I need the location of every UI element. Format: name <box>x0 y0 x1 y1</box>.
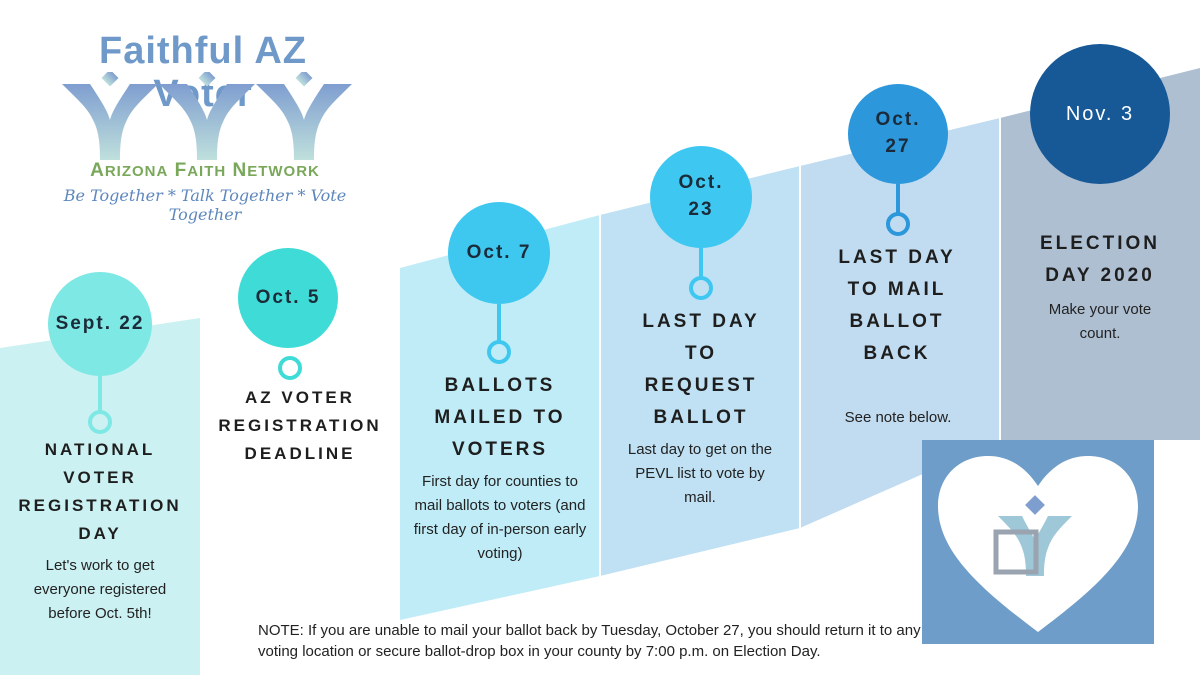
connector <box>497 304 501 342</box>
date-circle: Oct. 23 <box>650 146 752 248</box>
date-circle: Oct. 5 <box>238 248 338 348</box>
band-sept22 <box>0 318 200 675</box>
marker-ring <box>88 410 112 434</box>
connector <box>699 248 703 278</box>
milestone-description: Make your vote count. <box>1048 301 1152 342</box>
date-circle: Oct. 7 <box>448 202 550 304</box>
date-circle: Nov. 3 <box>1030 44 1170 184</box>
milestone-description: Last day to get on the PEVL list to vote… <box>627 441 773 506</box>
band-oct27 <box>800 118 1000 528</box>
milestone-description: Let's work to get everyone registered be… <box>33 557 167 622</box>
marker-ring <box>487 340 511 364</box>
band-oct7 <box>400 215 600 620</box>
milestone-description: See note below. <box>844 409 952 426</box>
milestone-title: LAST DAY TO REQUEST BALLOT <box>642 311 760 428</box>
footnote: NOTE: If you are unable to mail your bal… <box>258 622 921 660</box>
milestone-title: BALLOTS MAILED TO VOTERS <box>434 375 566 460</box>
marker-ring <box>278 356 302 380</box>
connector <box>98 376 102 412</box>
milestone-title: ELECTION DAY 2020 <box>1039 233 1161 286</box>
milestone-title: AZ VOTER REGISTRATION DEADLINE <box>218 388 382 463</box>
network-name: ARIZONA FAITH NETWORK <box>90 160 320 181</box>
date-circle: Sept. 22 <box>48 272 152 376</box>
marker-ring <box>689 276 713 300</box>
marker-ring <box>886 212 910 236</box>
date-circle: Oct. 27 <box>848 84 948 184</box>
logo-tagline: Be Together * Talk Together * Vote Toget… <box>63 186 347 224</box>
connector <box>896 184 900 214</box>
milestone-description: First day for counties to mail ballots t… <box>413 473 587 562</box>
milestone-title: LAST DAY TO MAIL BALLOT BACK <box>838 247 956 364</box>
figures-logo-icon <box>62 72 352 160</box>
heart-vote-icon <box>922 440 1154 644</box>
band-oct23 <box>600 166 800 576</box>
milestone-title: NATIONAL VOTER REGISTRATION DAY <box>18 440 182 543</box>
